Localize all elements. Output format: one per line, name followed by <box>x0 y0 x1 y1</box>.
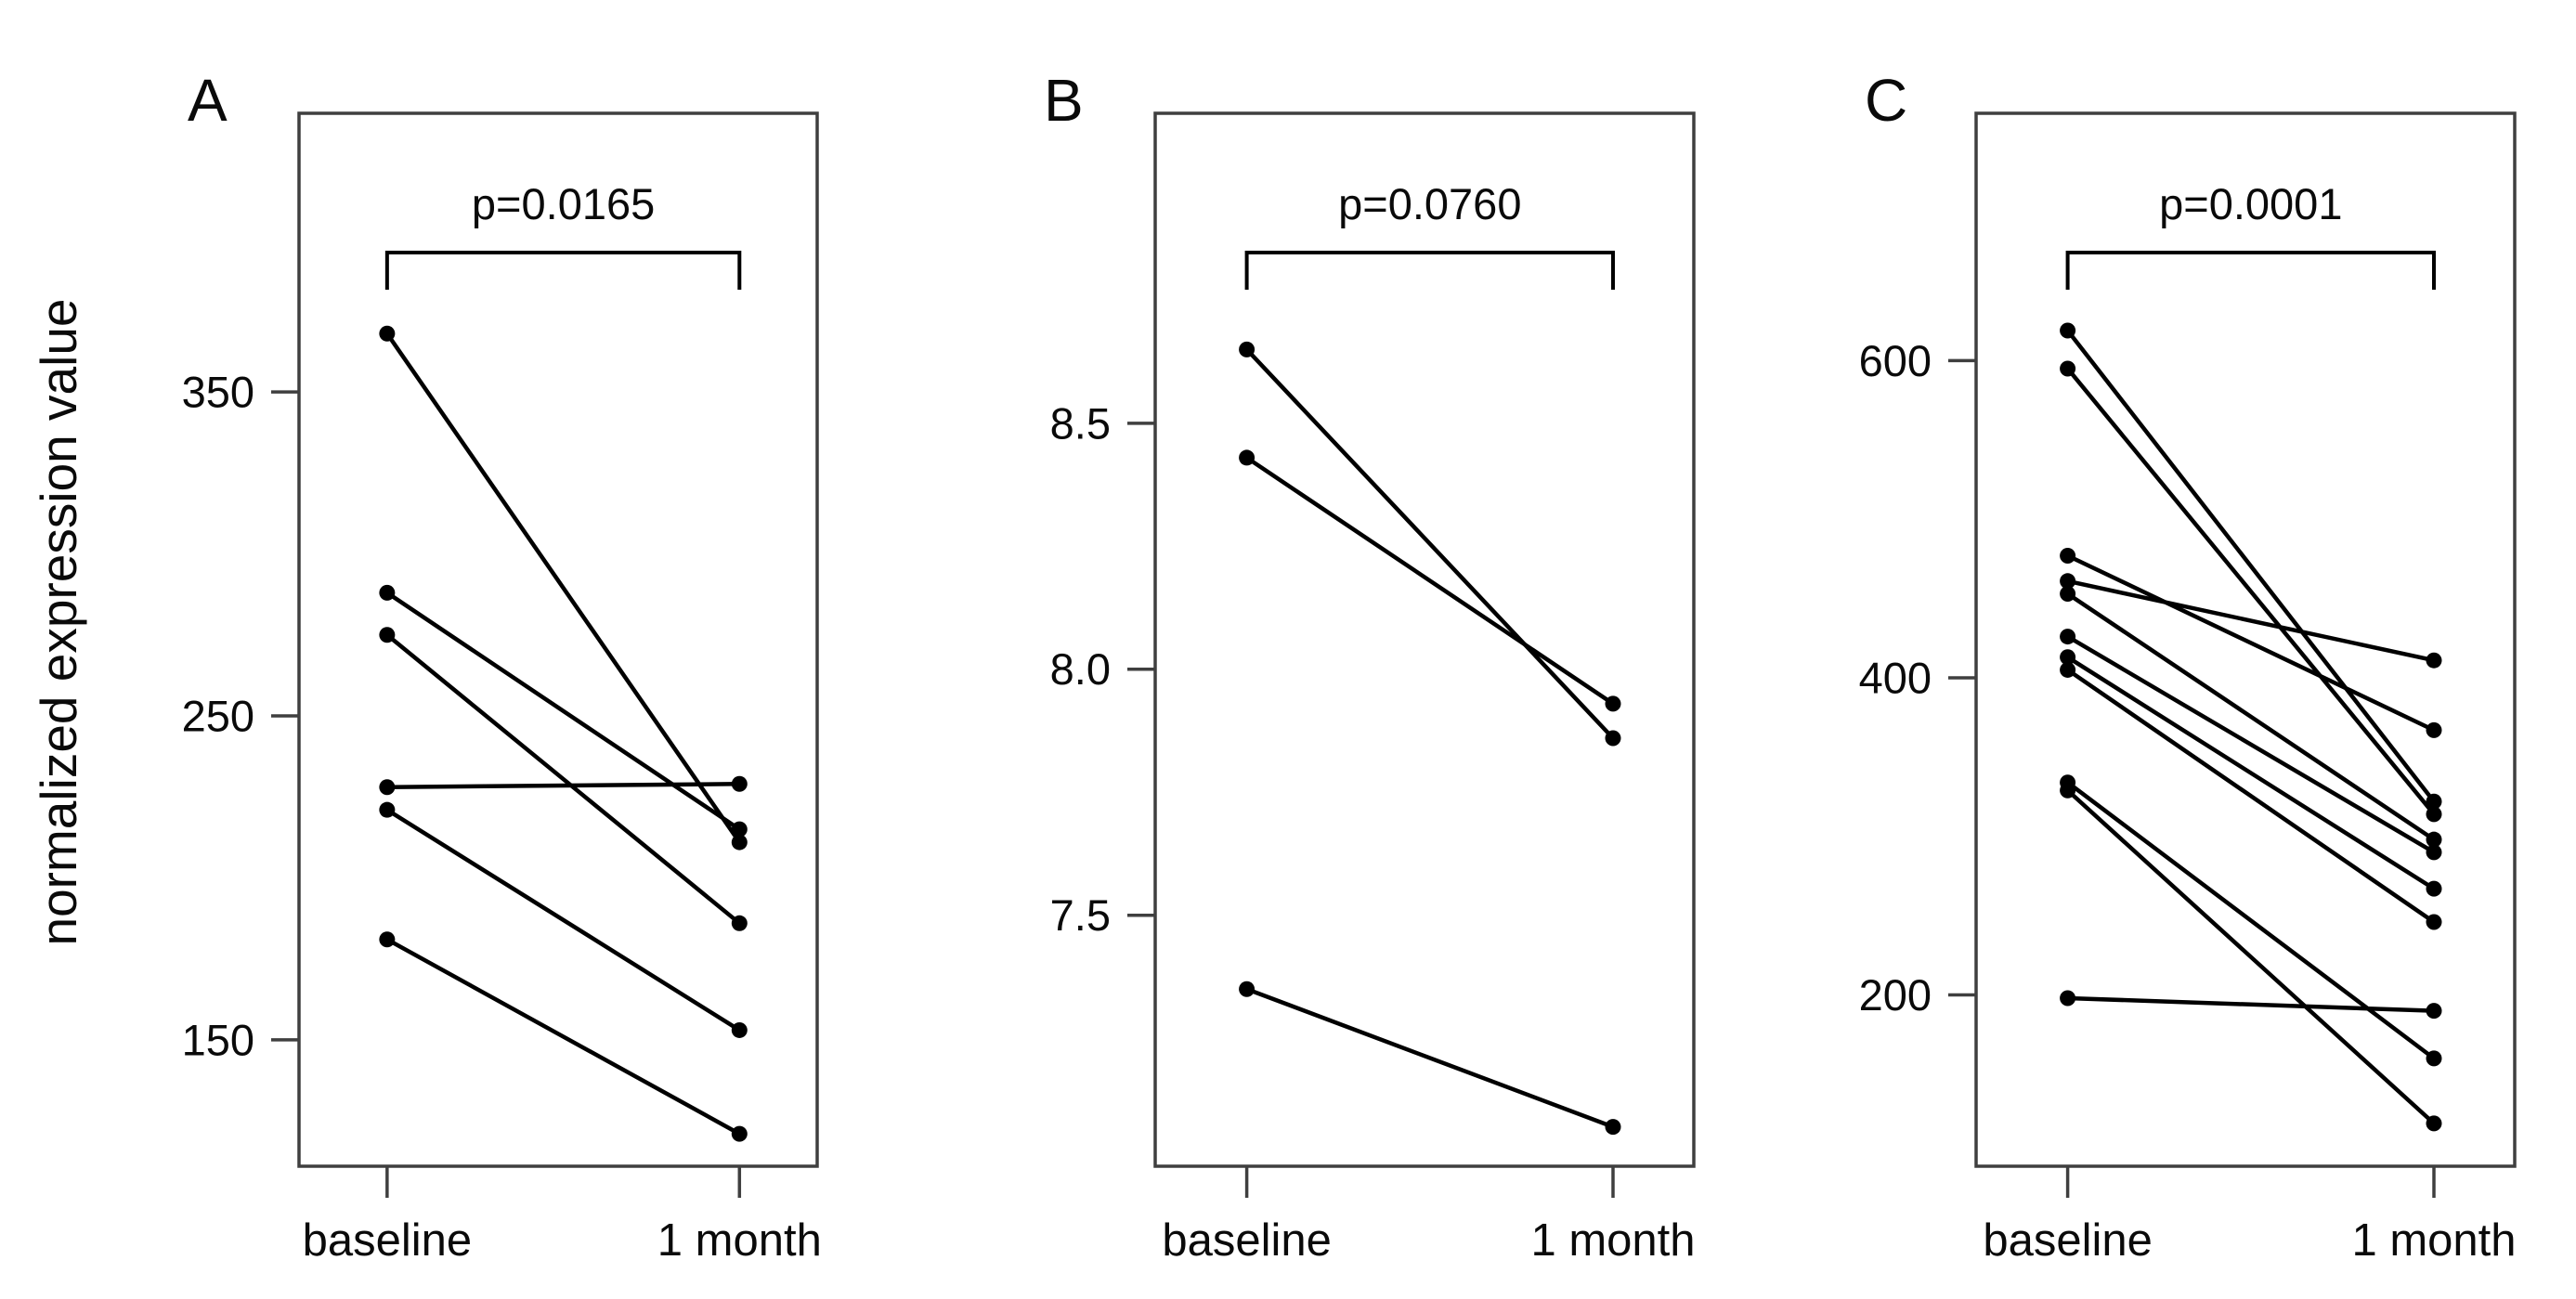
pair-line <box>384 937 742 1137</box>
pair-line <box>2065 780 2437 1061</box>
x-tick-label: 1 month <box>2351 1215 2516 1266</box>
pair-line <box>1244 986 1616 1129</box>
pair-line <box>1244 347 1616 741</box>
data-point-1month <box>2426 914 2442 930</box>
data-point-1month <box>2426 1115 2442 1132</box>
data-point-baseline <box>379 627 396 643</box>
pair-line <box>2065 591 2437 842</box>
pair-line <box>2065 366 2437 817</box>
pair-line <box>1244 455 1616 707</box>
x-tick-label: baseline <box>1162 1215 1332 1266</box>
data-point-baseline <box>2060 547 2076 564</box>
data-point-baseline <box>2060 649 2076 666</box>
pair-line <box>2065 553 2437 733</box>
data-point-1month <box>2426 793 2442 810</box>
panel-letter: A <box>188 67 228 134</box>
x-tick-label: baseline <box>303 1215 473 1266</box>
data-point-baseline <box>379 931 396 948</box>
panel-C: C 200 400 600 baseline 1 month p=0.0001 <box>1859 67 2517 1266</box>
pair-line <box>2065 578 2437 663</box>
data-point-baseline <box>379 584 396 601</box>
y-tick-label: 8.5 <box>1050 398 1111 448</box>
data-point-baseline <box>379 779 396 796</box>
data-point-1month <box>2426 652 2442 669</box>
data-point-1month <box>2426 1003 2442 1020</box>
pair-line <box>384 782 742 790</box>
pair-line <box>2065 995 2437 1013</box>
data-point-baseline <box>2060 360 2076 377</box>
y-axis-title: normalized expression value <box>30 298 87 945</box>
p-value-label: p=0.0001 <box>2159 179 2342 228</box>
data-point-baseline <box>2060 782 2076 799</box>
data-point-baseline <box>2060 990 2076 1007</box>
data-point-1month <box>731 915 748 931</box>
panel-letter: C <box>1865 67 1907 134</box>
significance-bracket <box>1244 251 1615 290</box>
data-point-baseline <box>2060 585 2076 602</box>
y-tick-label: 600 <box>1859 336 1932 385</box>
plot-frame <box>1974 111 2517 1168</box>
data-point-1month <box>2426 880 2442 897</box>
pair-line <box>2065 787 2437 1126</box>
data-point-1month <box>731 821 748 838</box>
data-point-1month <box>1605 730 1621 747</box>
data-point-baseline <box>379 801 396 818</box>
data-point-baseline <box>2060 573 2076 590</box>
y-tick-label: 8.0 <box>1050 644 1111 694</box>
pair-line <box>384 591 742 832</box>
pair-line <box>384 331 742 845</box>
panel-letter: B <box>1044 67 1084 134</box>
pair-line <box>2065 655 2437 891</box>
x-tick-label: 1 month <box>657 1215 822 1266</box>
data-point-baseline <box>1239 341 1255 357</box>
data-point-1month <box>1605 695 1621 712</box>
data-point-1month <box>731 775 748 792</box>
data-point-baseline <box>1239 449 1255 466</box>
plot-frame <box>297 111 819 1168</box>
data-point-1month <box>1605 1119 1621 1136</box>
pair-line <box>384 632 742 926</box>
panel-A: A 150 250 350 baseline 1 month p=0.0165 <box>182 67 822 1266</box>
data-point-baseline <box>1239 981 1255 997</box>
p-value-label: p=0.0760 <box>1338 179 1521 228</box>
y-tick-label: 200 <box>1859 970 1932 1020</box>
y-tick-label: 7.5 <box>1050 890 1111 940</box>
pair-line <box>2065 634 2437 855</box>
data-point-1month <box>731 1021 748 1038</box>
data-point-1month <box>2426 1050 2442 1067</box>
data-point-1month <box>2426 844 2442 861</box>
y-tick-label: 250 <box>182 691 254 740</box>
data-point-1month <box>2426 806 2442 823</box>
data-point-1month <box>731 1125 748 1142</box>
y-tick-label: 400 <box>1859 653 1932 702</box>
data-point-baseline <box>2060 661 2076 678</box>
data-point-1month <box>2426 721 2442 738</box>
x-tick-label: baseline <box>1983 1215 2153 1266</box>
pair-line <box>384 807 742 1033</box>
x-tick-label: 1 month <box>1530 1215 1695 1266</box>
data-point-1month <box>731 834 748 851</box>
panel-B: B 7.5 8.0 8.5 baseline 1 month p=0.0760 <box>1044 67 1696 1266</box>
pair-line <box>2065 328 2437 804</box>
data-point-baseline <box>2060 629 2076 645</box>
data-point-baseline <box>2060 322 2076 339</box>
significance-bracket <box>2065 251 2436 290</box>
data-point-1month <box>2426 831 2442 848</box>
p-value-label: p=0.0165 <box>472 179 655 228</box>
plot-frame <box>1153 111 1696 1168</box>
significance-bracket <box>384 251 742 290</box>
y-tick-label: 350 <box>182 368 254 417</box>
pair-line <box>2065 668 2437 925</box>
data-point-baseline <box>379 325 396 342</box>
y-tick-label: 150 <box>182 1015 254 1064</box>
